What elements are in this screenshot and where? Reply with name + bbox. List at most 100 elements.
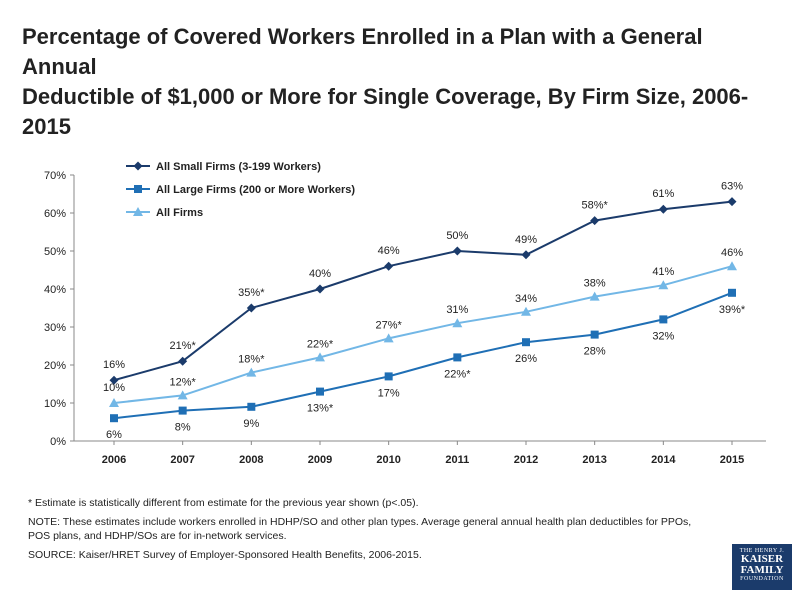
data-point-all-firms bbox=[383, 333, 394, 343]
data-point-small-firms bbox=[590, 216, 600, 226]
data-label-small-firms: 63% bbox=[721, 181, 743, 193]
series-line-all-firms bbox=[113, 265, 733, 404]
data-label-large-firms: 22%* bbox=[444, 368, 471, 380]
data-point-small-firms bbox=[109, 375, 119, 385]
y-tick-label: 20% bbox=[44, 360, 66, 372]
x-tick-label: 2008 bbox=[239, 454, 263, 466]
data-point-large-firms bbox=[247, 402, 256, 411]
y-tick-label: 70% bbox=[44, 170, 66, 182]
x-tick-label: 2014 bbox=[651, 454, 676, 466]
logo-line-1: THE HENRY J. bbox=[739, 548, 785, 554]
x-tick-label: 2012 bbox=[514, 454, 538, 466]
data-label-small-firms: 50% bbox=[446, 230, 468, 242]
data-label-large-firms: 32% bbox=[652, 330, 674, 342]
data-label-small-firms: 35%* bbox=[238, 287, 265, 299]
data-label-small-firms: 21%* bbox=[170, 340, 197, 352]
data-label-all-firms: 18%* bbox=[238, 354, 265, 366]
footnote-source: SOURCE: Kaiser/HRET Survey of Employer-S… bbox=[28, 549, 422, 561]
data-point-small-firms bbox=[384, 261, 394, 271]
legend-label-all-firms: All Firms bbox=[156, 207, 203, 219]
data-point-small-firms bbox=[452, 246, 462, 256]
legend-label-large-firms: All Large Firms (200 or More Workers) bbox=[156, 184, 355, 196]
data-label-all-firms: 46% bbox=[721, 247, 743, 259]
data-point-small-firms bbox=[658, 204, 668, 214]
data-point-small-firms bbox=[246, 303, 256, 313]
data-label-large-firms: 9% bbox=[243, 418, 259, 430]
footnote-asterisk: * Estimate is statistically different fr… bbox=[28, 497, 419, 509]
data-label-small-firms: 40% bbox=[309, 268, 331, 280]
data-point-all-firms bbox=[521, 306, 531, 316]
data-point-large-firms bbox=[110, 414, 118, 423]
y-tick-label: 30% bbox=[44, 322, 66, 334]
data-point-small-firms bbox=[727, 197, 737, 207]
chart-title-line-2: Deductible of $1,000 or More for Single … bbox=[22, 84, 749, 139]
chart-title: Percentage of Covered Workers Enrolled i… bbox=[22, 22, 782, 142]
data-point-all-firms bbox=[658, 280, 669, 290]
data-label-large-firms: 28% bbox=[584, 346, 606, 358]
data-label-large-firms: 17% bbox=[378, 387, 400, 399]
line-chart: 0% 10% 20% 30% 40% 50% 60% 70% 2006 2007 2008 2009 2… bbox=[44, 161, 766, 466]
data-label-small-firms: 58%* bbox=[582, 200, 609, 212]
data-point-small-firms bbox=[315, 284, 325, 294]
x-tick-label: 2007 bbox=[170, 454, 194, 466]
legend-marker-all-firms bbox=[133, 207, 143, 216]
x-tick-label: 2009 bbox=[308, 454, 332, 466]
y-tick-label: 10% bbox=[44, 398, 66, 410]
data-label-all-firms: 34% bbox=[515, 293, 537, 305]
data-label-small-firms: 46% bbox=[378, 245, 400, 257]
legend-marker-large-firms bbox=[134, 185, 142, 193]
kaiser-family-foundation-logo: THE HENRY J. KAISER FAMILY FOUNDATION bbox=[732, 544, 792, 590]
data-label-all-firms: 27%* bbox=[376, 319, 403, 331]
data-point-all-firms bbox=[109, 398, 119, 407]
data-label-large-firms: 6% bbox=[106, 429, 122, 441]
chart-title-line-1: Percentage of Covered Workers Enrolled i… bbox=[22, 24, 703, 79]
series-line-large-firms bbox=[113, 291, 733, 420]
logo-line-4: FOUNDATION bbox=[740, 576, 784, 582]
y-tick-label: 40% bbox=[44, 284, 66, 296]
data-point-large-firms bbox=[316, 387, 324, 396]
data-point-all-firms bbox=[727, 261, 737, 271]
x-tick-label: 2010 bbox=[376, 454, 400, 466]
data-point-all-firms bbox=[315, 352, 325, 362]
data-point-small-firms bbox=[521, 250, 531, 260]
y-tick-label: 0% bbox=[50, 436, 66, 448]
x-tick-label: 2006 bbox=[102, 454, 126, 466]
data-label-large-firms: 13%* bbox=[307, 403, 334, 415]
legend-label-small-firms: All Small Firms (3-199 Workers) bbox=[156, 161, 321, 173]
data-label-all-firms: 31% bbox=[446, 304, 468, 316]
data-label-small-firms: 49% bbox=[515, 234, 537, 246]
y-tick-label: 50% bbox=[44, 246, 66, 258]
data-label-all-firms: 41% bbox=[652, 266, 674, 278]
data-point-large-firms bbox=[659, 315, 668, 324]
x-tick-label: 2013 bbox=[582, 454, 606, 466]
series-line-small-firms bbox=[113, 200, 733, 382]
data-label-all-firms: 10% bbox=[103, 382, 125, 394]
data-label-all-firms: 12%* bbox=[170, 376, 197, 388]
data-label-small-firms: 16% bbox=[103, 359, 125, 371]
data-point-all-firms bbox=[589, 291, 600, 301]
data-point-large-firms bbox=[728, 288, 736, 297]
data-point-large-firms bbox=[178, 406, 187, 415]
data-label-large-firms: 39%* bbox=[719, 304, 746, 316]
data-point-all-firms bbox=[452, 318, 463, 328]
y-tick-label: 60% bbox=[44, 208, 66, 220]
data-point-all-firms bbox=[246, 367, 257, 377]
logo-line-2: KAISER bbox=[740, 553, 784, 565]
data-point-all-firms bbox=[177, 390, 188, 400]
data-point-large-firms bbox=[453, 353, 462, 362]
x-tick-label: 2015 bbox=[720, 454, 744, 466]
data-label-all-firms: 22%* bbox=[307, 338, 334, 350]
data-label-large-firms: 26% bbox=[515, 353, 537, 365]
data-label-small-firms: 61% bbox=[652, 188, 674, 200]
data-label-large-firms: 8% bbox=[175, 422, 191, 434]
data-label-all-firms: 38% bbox=[584, 278, 606, 290]
footnote-note: NOTE: These estimates include workers en… bbox=[28, 516, 692, 542]
x-tick-label: 2011 bbox=[445, 454, 469, 466]
data-point-small-firms bbox=[178, 356, 188, 366]
data-point-large-firms bbox=[522, 338, 530, 347]
legend-marker-small-firms bbox=[133, 161, 143, 171]
data-point-large-firms bbox=[590, 330, 599, 339]
footnotes: * Estimate is statistically different fr… bbox=[28, 496, 708, 567]
data-point-large-firms bbox=[384, 372, 393, 381]
logo-line-3: FAMILY bbox=[740, 564, 784, 576]
